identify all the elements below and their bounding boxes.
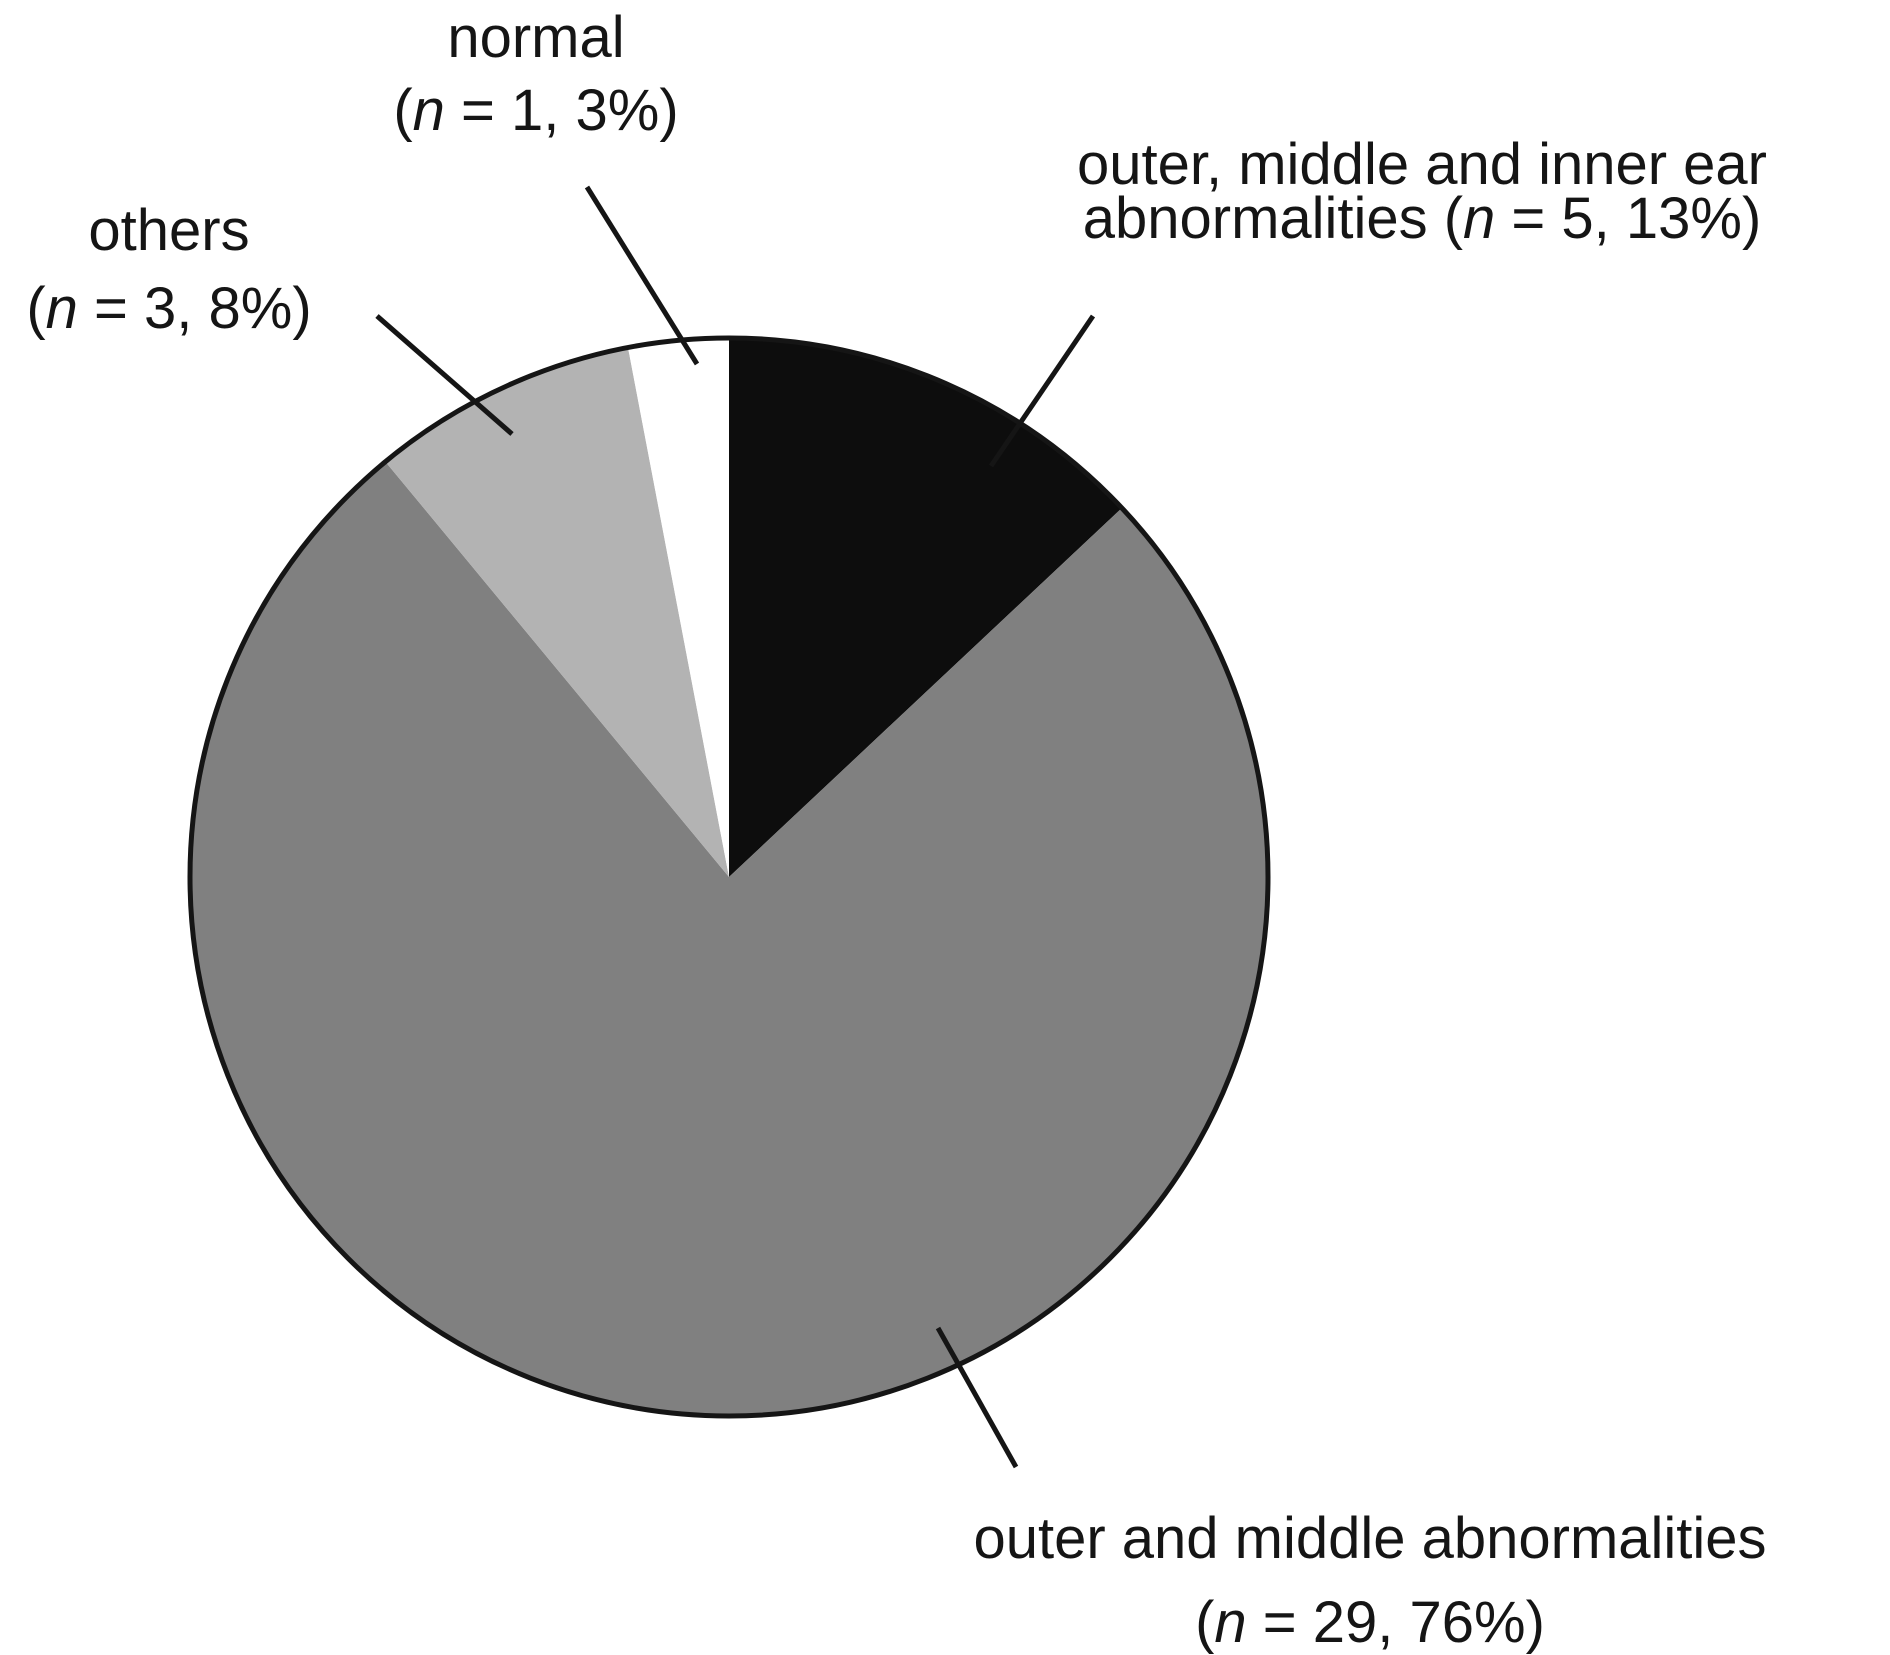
value-label: (n = 1, 3%) — [393, 78, 678, 143]
value-label: (n = 5, 13%) — [1444, 186, 1762, 251]
value-label: (n = 29, 76%) — [1195, 1590, 1545, 1655]
slice-label: outer, middle and inner ear abnormalities — [1077, 132, 1767, 251]
pie-slice — [628, 338, 729, 877]
leader-line — [988, 314, 1096, 468]
slice-label: outer and middle abnormalities — [973, 1506, 1766, 1571]
slice-label: normal — [447, 5, 624, 70]
leader-line — [935, 1326, 1019, 1469]
pie-slice — [189, 461, 1268, 1416]
leader-line — [584, 185, 700, 366]
pie-outline — [187, 335, 1271, 1419]
slice-label: others — [88, 198, 249, 263]
value-label: (n = 3, 8%) — [26, 276, 311, 341]
pie-slice — [385, 347, 729, 877]
leader-line — [375, 314, 514, 436]
pie — [187, 335, 1271, 1419]
pie-slice — [729, 338, 1122, 877]
